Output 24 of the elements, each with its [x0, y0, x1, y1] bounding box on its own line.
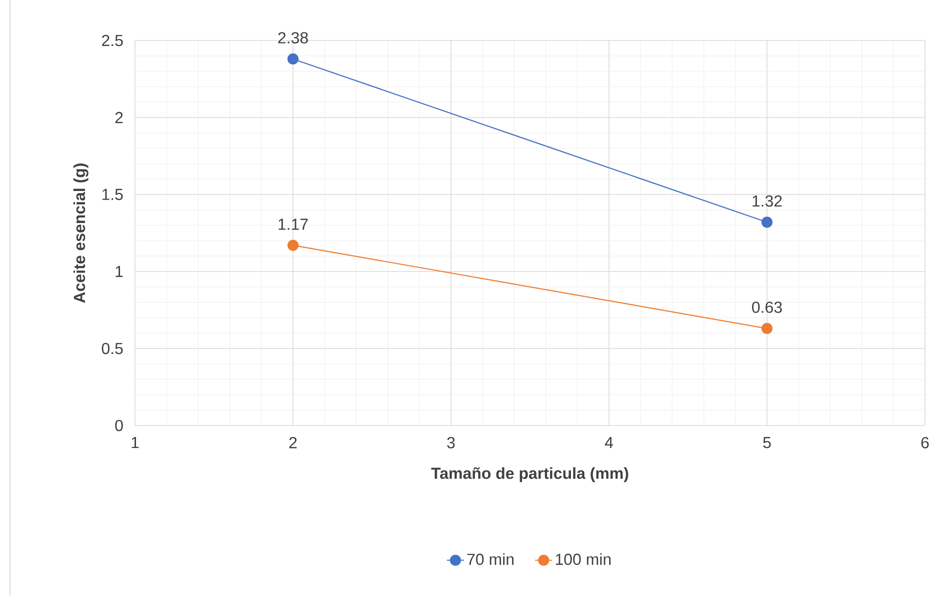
legend-label: 70 min — [467, 553, 514, 565]
data-label: 2.38 — [278, 32, 308, 44]
point — [287, 240, 299, 251]
x-tick-label: 5 — [763, 437, 771, 448]
y-axis-title: Aceite esencial (g) — [73, 164, 88, 303]
point — [761, 322, 773, 334]
data-label: 1.32 — [752, 195, 782, 207]
y-tick-label: 0 — [115, 420, 123, 432]
x-tick-label: 6 — [921, 437, 929, 448]
x-tick-label: 2 — [289, 437, 297, 448]
data-label: 1.17 — [278, 218, 308, 230]
y-tick-label: 1.5 — [102, 188, 123, 200]
x-tick-label: 3 — [447, 437, 455, 448]
x-tick-label: 1 — [132, 437, 139, 448]
point — [761, 216, 773, 228]
point — [287, 53, 299, 65]
y-tick-label: 1 — [116, 266, 123, 277]
y-tick-label: 2 — [115, 112, 123, 124]
y-tick-label: 0.5 — [102, 342, 123, 354]
y-tick-label: 2.5 — [102, 34, 123, 46]
legend-label: 100 min — [556, 553, 611, 565]
data-label: 0.63 — [752, 302, 782, 313]
x-tick-label: 4 — [604, 437, 613, 448]
x-axis-title: Tamaño de particula (mm) — [431, 467, 628, 482]
